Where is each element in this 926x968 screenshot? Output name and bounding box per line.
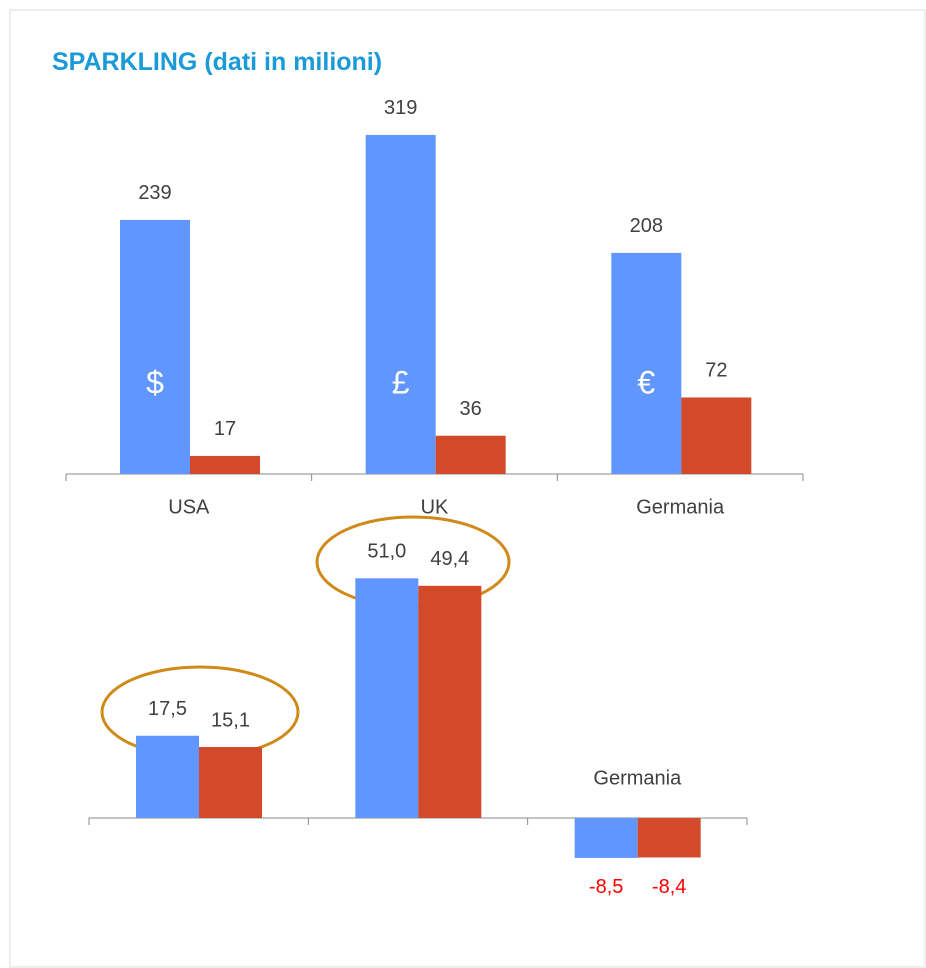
currency-annotation: $ [146, 364, 164, 400]
chart-title: SPARKLING (dati in milioni) [52, 48, 382, 76]
bar [611, 252, 682, 474]
bar [365, 134, 436, 474]
bar [637, 818, 701, 858]
data-label: -8,4 [652, 876, 686, 898]
bar [681, 397, 752, 474]
data-label: 208 [630, 215, 663, 237]
x-tick-label: Germania [593, 767, 682, 789]
data-label: 17,5 [148, 698, 187, 720]
bar [574, 818, 638, 858]
bar [120, 219, 190, 474]
data-label: 36 [460, 398, 482, 420]
data-label: 239 [138, 182, 171, 204]
x-tick-label: UK [421, 496, 449, 518]
bar [435, 435, 506, 474]
bar [199, 747, 262, 818]
data-label: 49,4 [430, 548, 469, 570]
data-label: 319 [384, 97, 417, 119]
bar [190, 455, 260, 474]
data-label: 15,1 [211, 709, 250, 731]
bar [136, 735, 199, 818]
data-label: 17 [214, 418, 236, 440]
highlight-ellipse [100, 665, 300, 759]
bar [355, 578, 419, 818]
frame [9, 9, 926, 968]
data-label: 72 [705, 360, 727, 382]
currency-annotation: € [637, 364, 655, 400]
data-label: 51,0 [367, 541, 406, 563]
currency-annotation: £ [392, 364, 410, 400]
x-tick-label: Germania [636, 496, 725, 518]
data-label: -8,5 [589, 876, 623, 898]
x-tick-label: USA [168, 496, 210, 518]
bar [418, 585, 482, 818]
